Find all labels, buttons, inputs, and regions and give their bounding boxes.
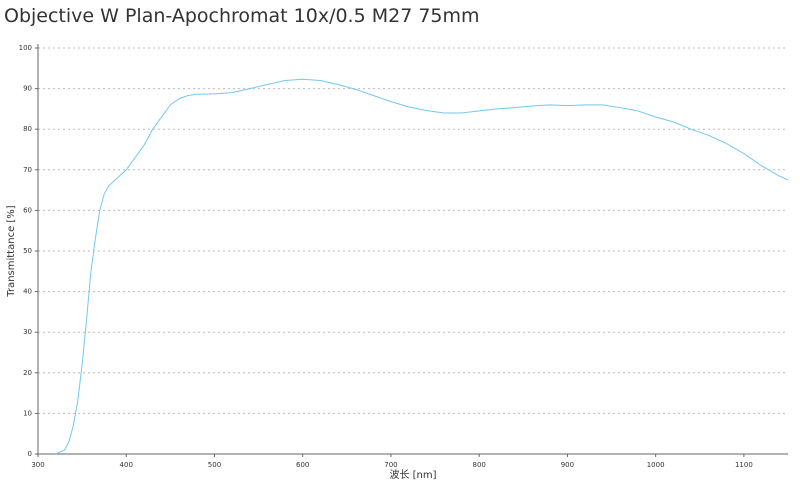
y-tick-label: 70: [23, 166, 32, 174]
y-tick-label: 50: [23, 247, 32, 255]
x-axis-label: 波长 [nm]: [389, 468, 436, 481]
y-tick-label: 30: [23, 328, 32, 336]
y-tick-label: 40: [23, 288, 32, 296]
y-tick-label: 10: [23, 409, 32, 417]
y-tick-label: 0: [28, 450, 32, 458]
x-tick-label: 1100: [735, 461, 753, 469]
x-tick-label: 300: [31, 461, 44, 469]
y-tick-label: 20: [23, 369, 32, 377]
x-tick-label: 400: [120, 461, 133, 469]
x-tick-label: 1000: [647, 461, 665, 469]
chart-title: Objective W Plan-Apochromat 10x/0.5 M27 …: [4, 5, 480, 27]
data-line: [55, 78, 789, 455]
x-tick-label: 700: [384, 461, 397, 469]
y-axis-label: Transmittance [%]: [6, 205, 17, 297]
y-tick-label: 100: [19, 44, 32, 52]
x-tick-label: 600: [296, 461, 309, 469]
x-tick-label: 900: [561, 461, 574, 469]
x-tick-label: 800: [472, 461, 485, 469]
y-tick-label: 90: [23, 85, 32, 93]
y-tick-label: 60: [23, 206, 32, 214]
x-tick-label: 500: [208, 461, 221, 469]
y-tick-label: 80: [23, 125, 32, 133]
